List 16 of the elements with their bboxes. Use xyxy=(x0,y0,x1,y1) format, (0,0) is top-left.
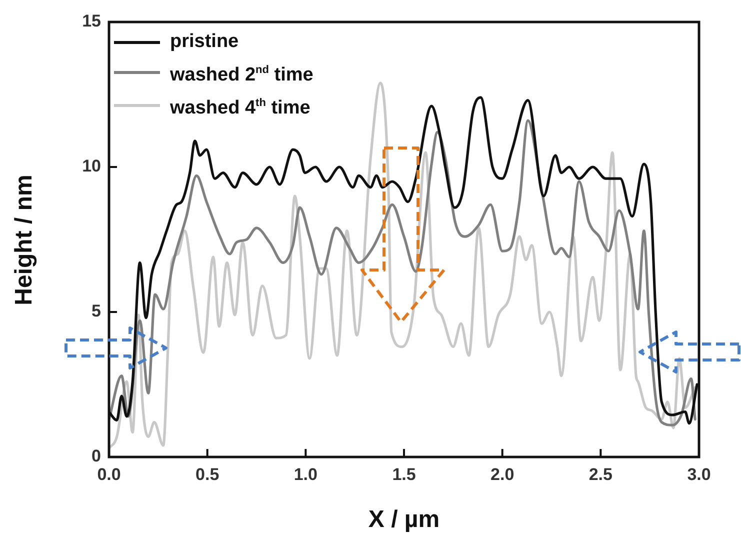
legend-label: washed 4$^{th}$ time xyxy=(170,96,310,121)
x-tick-label: 0.0 xyxy=(97,464,121,484)
x-tick-label: 0.5 xyxy=(196,464,220,484)
x-tick-label: 2.0 xyxy=(490,464,514,484)
x-tick-label: 1.0 xyxy=(294,464,318,484)
legend-label: pristine xyxy=(170,30,239,54)
legend-label: washed 2$^{nd}$ time xyxy=(170,63,314,88)
y-tick-label: 5 xyxy=(92,302,101,321)
x-axis-title: X / µm xyxy=(368,506,440,534)
y-tick-label: 10 xyxy=(82,156,101,176)
y-axis-title: Height / nm xyxy=(10,174,38,305)
x-tick-label: 2.5 xyxy=(588,464,612,484)
y-tick-label: 15 xyxy=(82,12,101,31)
x-tick-label: 1.5 xyxy=(392,464,416,484)
x-tick-label: 3.0 xyxy=(687,464,711,484)
y-tick-label: 0 xyxy=(92,446,101,466)
